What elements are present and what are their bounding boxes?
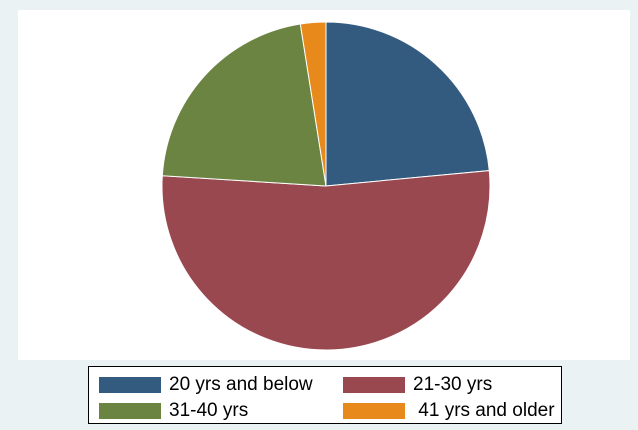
legend-label: 20 yrs and below	[169, 374, 313, 395]
legend-label: 41 yrs and older	[413, 400, 555, 421]
pie-chart	[161, 21, 491, 351]
legend-swatch	[99, 377, 161, 393]
legend-swatch	[343, 403, 405, 419]
legend-swatch	[343, 377, 405, 393]
pie-slice-1	[161, 170, 491, 351]
legend: 20 yrs and below 21-30 yrs 31-40 yrs 41 …	[88, 366, 562, 424]
plot-region	[18, 10, 630, 360]
legend-label: 31-40 yrs	[169, 400, 249, 421]
pie-slice-3	[299, 21, 327, 187]
legend-swatch	[99, 403, 161, 419]
pie-slice-0	[325, 21, 490, 187]
pie-slice-2	[161, 23, 327, 187]
legend-label: 21-30 yrs	[413, 374, 493, 395]
